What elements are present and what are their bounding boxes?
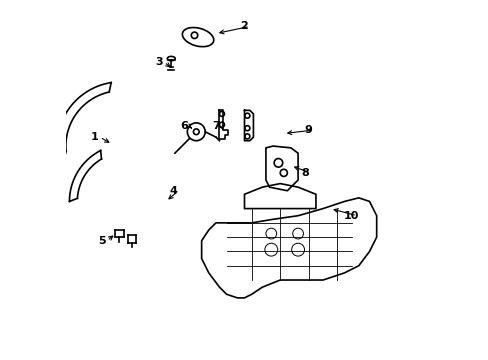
Text: 1: 1	[90, 132, 98, 142]
Text: 10: 10	[343, 211, 359, 221]
Text: 9: 9	[304, 125, 312, 135]
Text: 2: 2	[240, 21, 248, 31]
Text: 6: 6	[180, 121, 187, 131]
Text: 7: 7	[212, 121, 219, 131]
Text: 4: 4	[169, 186, 177, 196]
Text: 5: 5	[98, 236, 105, 246]
Text: 3: 3	[155, 57, 162, 67]
Text: 8: 8	[301, 168, 308, 178]
